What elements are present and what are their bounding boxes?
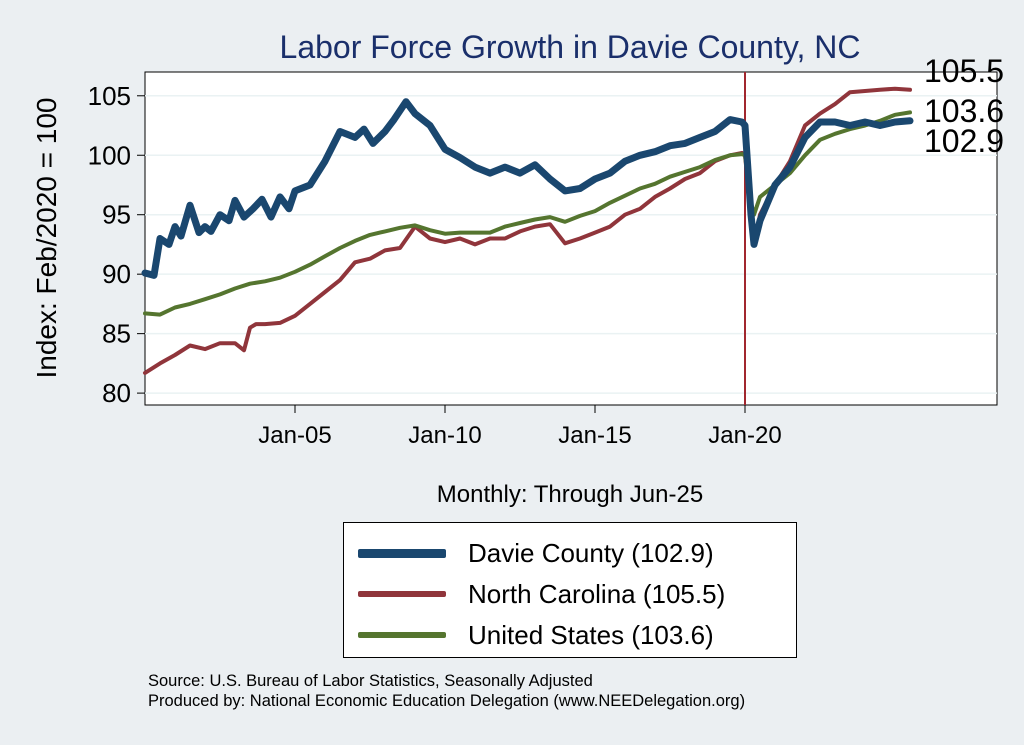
y-tick-label: 90 bbox=[102, 259, 131, 289]
y-tick-label: 95 bbox=[102, 200, 131, 230]
y-tick-label: 80 bbox=[102, 378, 131, 408]
series-lines bbox=[141, 86, 914, 375]
x-tick-label: Jan-05 bbox=[258, 422, 331, 449]
legend-label-united-states: United States (103.6) bbox=[468, 620, 714, 650]
legend-swatch-united-states bbox=[358, 632, 446, 638]
y-tick-label: 100 bbox=[88, 140, 131, 170]
source-note: Source: U.S. Bureau of Labor Statistics,… bbox=[148, 671, 745, 711]
legend-label-north-carolina: North Carolina (105.5) bbox=[468, 579, 726, 609]
y-tick-label: 105 bbox=[88, 81, 131, 111]
end-label: 103.6 bbox=[924, 93, 1004, 129]
x-axis-label: Monthly: Through Jun-25 bbox=[437, 481, 703, 508]
y-axis-ticks: 80 85 90 95 100 105 bbox=[88, 81, 145, 408]
legend: Davie County (102.9) North Carolina (105… bbox=[343, 522, 797, 658]
x-tick-label: Jan-20 bbox=[708, 422, 781, 449]
legend-label-davie: Davie County (102.9) bbox=[468, 538, 714, 568]
y-axis-label: Index: Feb/2020 = 100 bbox=[31, 98, 62, 379]
y-tick-label: 85 bbox=[102, 319, 131, 349]
legend-item-north-carolina: North Carolina (105.5) bbox=[344, 574, 796, 614]
end-label: 102.9 bbox=[924, 123, 1004, 159]
source-line-1: Source: U.S. Bureau of Labor Statistics,… bbox=[148, 672, 593, 690]
legend-swatch-davie bbox=[358, 548, 446, 558]
x-tick-label: Jan-15 bbox=[558, 422, 631, 449]
end-label: 105.5 bbox=[924, 53, 1004, 89]
legend-item-united-states: United States (103.6) bbox=[344, 615, 796, 655]
legend-item-davie: Davie County (102.9) bbox=[344, 533, 796, 573]
x-axis-ticks: Jan-05 Jan-10 Jan-15 Jan-20 bbox=[258, 405, 782, 449]
legend-swatch-north-carolina bbox=[358, 591, 446, 597]
x-tick-label: Jan-10 bbox=[408, 422, 481, 449]
source-line-2: Produced by: National Economic Education… bbox=[148, 692, 746, 710]
series-line-0 bbox=[141, 98, 914, 279]
chart-title: Labor Force Growth in Davie County, NC bbox=[280, 29, 861, 65]
